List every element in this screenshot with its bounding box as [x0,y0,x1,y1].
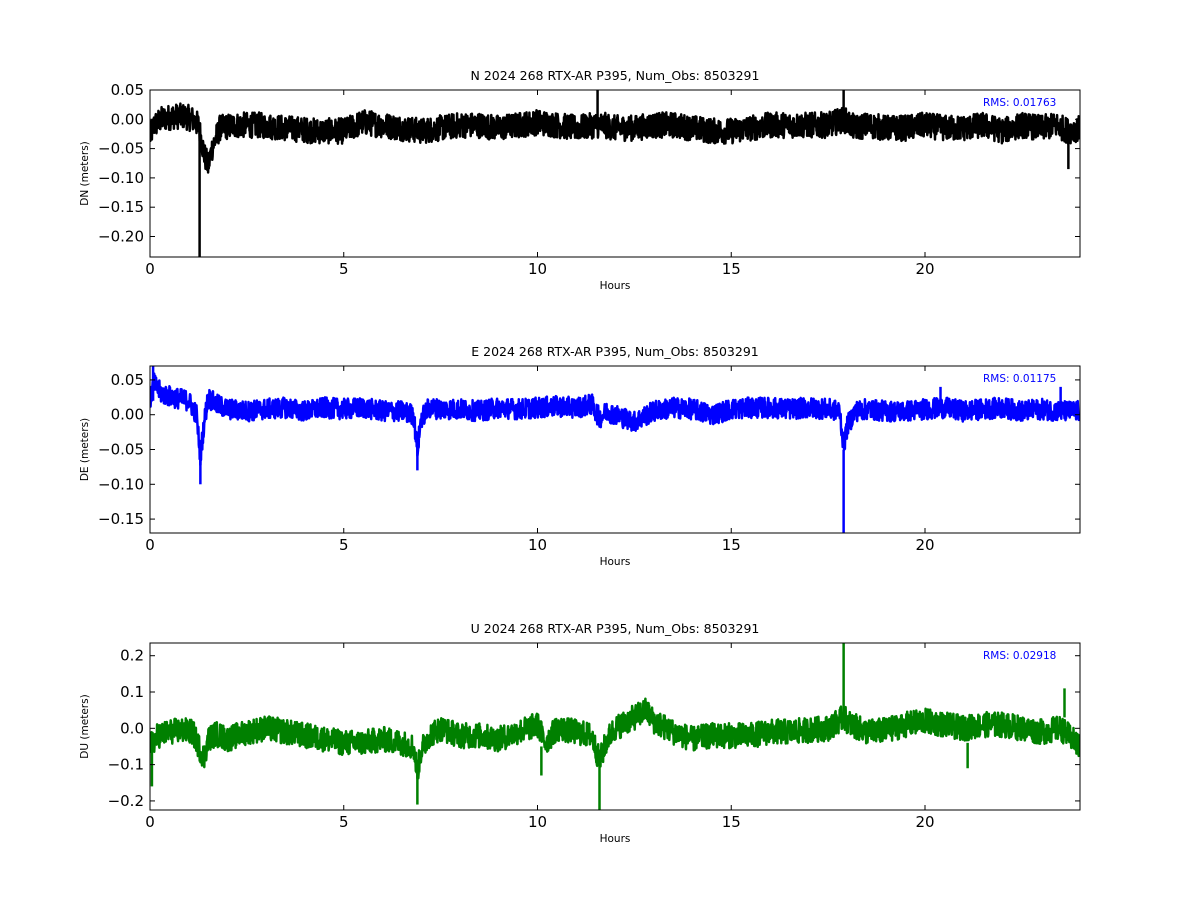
north-ytick-label: 0.00 [111,110,144,128]
east-xtick-label: 20 [915,536,934,554]
north-xtick-label: 10 [528,260,547,278]
north-chart-title: N 2024 268 RTX-AR P395, Num_Obs: 8503291 [471,68,760,83]
east-ytick-label: 0.00 [111,406,144,424]
north-axes-frame [149,89,1081,258]
up-ytick-label: −0.1 [108,756,144,774]
up-rms-annotation: RMS: 0.02918 [983,650,1056,662]
up-data-series [150,697,1080,780]
up-chart-title: U 2024 268 RTX-AR P395, Num_Obs: 8503291 [471,621,760,636]
north-ytick-label: −0.10 [98,169,144,187]
east-x-axis-label: Hours [600,556,631,568]
north-xtick-label: 15 [722,260,741,278]
east-ytick-label: −0.05 [98,441,144,459]
east-xtick-label: 15 [722,536,741,554]
up-xtick-label: 15 [722,813,741,831]
up-y-axis-label: DU (meters) [79,694,91,758]
north-ytick-label: −0.15 [98,198,144,216]
north-xtick-label: 5 [339,260,349,278]
east-ytick-label: −0.15 [98,510,144,528]
east-ytick-label: 0.05 [111,371,144,389]
north-data-series [150,102,1080,174]
up-panel: U 2024 268 RTX-AR P395, Num_Obs: 8503291… [79,621,1081,845]
up-ytick-label: 0.1 [120,683,144,701]
east-xtick-label: 10 [528,536,547,554]
north-ytick-label: 0.05 [111,81,144,99]
north-ytick-label: −0.05 [98,140,144,158]
north-x-axis-label: Hours [600,280,631,292]
east-y-axis-label: DE (meters) [79,418,91,481]
north-xtick-label: 0 [145,260,155,278]
east-panel: E 2024 268 RTX-AR P395, Num_Obs: 8503291… [79,344,1081,568]
up-ytick-label: −0.2 [108,792,144,810]
north-ytick-label: −0.20 [98,227,144,245]
east-data-series [150,372,1080,467]
up-xtick-label: 10 [528,813,547,831]
up-axes-frame [149,642,1081,811]
north-panel: N 2024 268 RTX-AR P395, Num_Obs: 8503291… [79,68,1081,292]
up-ytick-label: 0.2 [120,647,144,665]
east-rms-annotation: RMS: 0.01175 [983,373,1056,385]
north-y-axis-label: DN (meters) [79,141,91,206]
east-chart-title: E 2024 268 RTX-AR P395, Num_Obs: 8503291 [471,344,758,359]
east-xtick-label: 5 [339,536,349,554]
east-xtick-label: 0 [145,536,155,554]
north-rms-annotation: RMS: 0.01763 [983,97,1056,109]
up-ytick-label: 0.0 [120,719,144,737]
up-x-axis-label: Hours [600,833,631,845]
east-ytick-label: −0.10 [98,475,144,493]
north-xtick-label: 20 [915,260,934,278]
up-xtick-label: 0 [145,813,155,831]
up-xtick-label: 5 [339,813,349,831]
up-xtick-label: 20 [915,813,934,831]
